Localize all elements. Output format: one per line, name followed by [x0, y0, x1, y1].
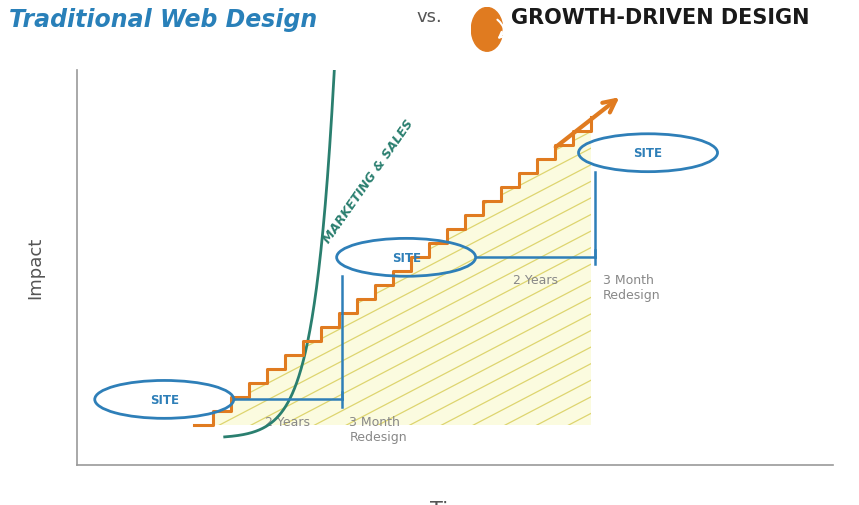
Text: 2 Years: 2 Years — [513, 274, 557, 286]
Text: SITE: SITE — [634, 147, 662, 160]
Text: Time: Time — [430, 500, 481, 505]
Text: 3 Month
Redesign: 3 Month Redesign — [350, 415, 407, 443]
Polygon shape — [194, 118, 591, 425]
Circle shape — [472, 9, 503, 52]
Text: Impact: Impact — [27, 236, 45, 299]
Text: SITE: SITE — [392, 251, 421, 264]
Text: MARKETING & SALES: MARKETING & SALES — [320, 117, 416, 245]
Text: SITE: SITE — [149, 393, 179, 406]
Text: GROWTH-DRIVEN DESIGN: GROWTH-DRIVEN DESIGN — [511, 8, 809, 28]
Text: 2 Years: 2 Years — [265, 415, 310, 428]
Text: 3 Month
Redesign: 3 Month Redesign — [603, 274, 661, 301]
Text: Traditional Web Design: Traditional Web Design — [9, 8, 317, 31]
Text: vs.: vs. — [417, 8, 442, 26]
